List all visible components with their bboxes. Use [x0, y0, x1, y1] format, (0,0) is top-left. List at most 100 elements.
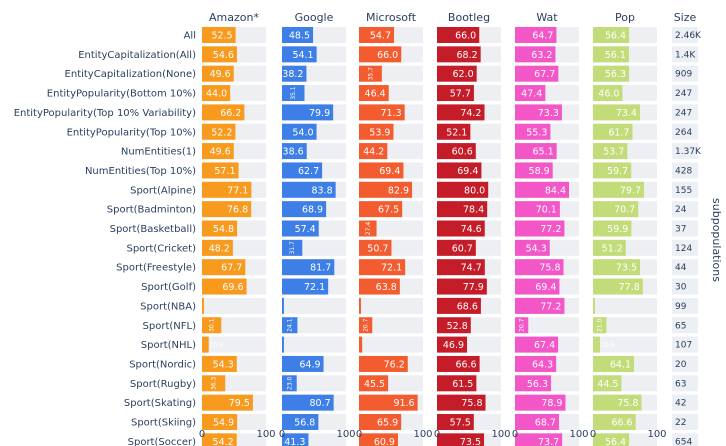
- bar-microsoft-sport-nfl: [359, 317, 373, 334]
- value-label: 62.7: [298, 166, 319, 177]
- panel-title-amazon: Amazon*: [209, 11, 259, 24]
- bar-microsoft-sport-skiing: [359, 414, 402, 430]
- size-cell: [672, 27, 698, 43]
- size-cell: [672, 162, 698, 179]
- row-labels-group: All EntityCapitalization(All) EntityCapita…: [14, 31, 196, 446]
- bar-pop-sport-golf: [593, 278, 643, 295]
- value-label: 49.6: [210, 69, 231, 80]
- bar-bootleg-sport-alpine: [437, 181, 489, 198]
- value-label: 66.6: [611, 418, 632, 429]
- value-label: 75.8: [461, 398, 482, 409]
- bar-pop-sport-nfl: [593, 317, 607, 334]
- value-label: 77.2: [540, 224, 561, 235]
- size-cell: [672, 433, 698, 446]
- value-label: 31.7: [289, 241, 296, 255]
- bar-amazon-sport-soccer: [202, 433, 237, 446]
- value-label: 52.5: [211, 31, 232, 42]
- bar-google-numentities-top-10: [282, 162, 323, 179]
- bar-pop-sport-basketball: [593, 220, 632, 237]
- row-label-numentities-1: NumEntities(1): [121, 147, 196, 158]
- bar-pop-sport-soccer: [593, 433, 630, 446]
- value-label: 48.2: [209, 243, 230, 254]
- bar-microsoft-entitypopularity-bottom-10: [359, 85, 389, 102]
- bar-google-entitypopularity-bottom-10: [282, 85, 305, 102]
- value-label: 74.7: [461, 263, 482, 274]
- row-label-sport-skiing: Sport(Skiing): [131, 418, 196, 429]
- value-label: 27.4: [365, 222, 372, 236]
- value-label: 44.0: [206, 89, 227, 100]
- value-label: 59.7: [607, 166, 628, 177]
- value-label: 55.3: [526, 127, 547, 138]
- size-cell: [672, 317, 698, 334]
- bar-google-sport-soccer: [282, 433, 309, 446]
- value-label: 56.8: [294, 418, 315, 429]
- row-label-entitypopularity-top-10-variability: EntityPopularity(Top 10% Variability): [14, 108, 196, 119]
- value-label: 60.6: [452, 147, 473, 158]
- x-tick-label: 0: [434, 429, 440, 440]
- panel-amazon: Amazon* 52.5 54.6 49.6 44.0 66.2 52.2 49.6 57.1 7…: [199, 11, 276, 446]
- bar-bootleg-sport-freestyle: [437, 259, 485, 276]
- value-label: 76.8: [227, 205, 248, 216]
- bar-pop-sport-skiing: [593, 414, 636, 430]
- bar-pop-sport-alpine: [593, 181, 645, 198]
- panel-google: Google 48.5 54.1 38.2 35.1 79.9 54.0 38.6 62.7 83…: [279, 11, 356, 446]
- size-value: 22: [675, 418, 686, 428]
- value-label: 73.3: [538, 108, 559, 119]
- bar-google-sport-freestyle: [282, 259, 335, 276]
- row-label-all: All: [184, 31, 196, 42]
- value-label: 69.4: [379, 166, 400, 177]
- value-label: 46.0: [598, 89, 619, 100]
- bar-microsoft-sport-nordic: [359, 355, 408, 372]
- row-label-sport-cricket: Sport(Cricket): [126, 243, 196, 254]
- value-label: 53.9: [369, 127, 390, 138]
- size-value: 1.4K: [675, 50, 696, 60]
- bar-microsoft-sport-cricket: [359, 239, 392, 256]
- bar-wat-sport-skiing: [515, 414, 559, 430]
- size-cell: [672, 297, 698, 314]
- value-label: 64.1: [610, 359, 631, 370]
- row-label-entitypopularity-bottom-10: EntityPopularity(Bottom 10%): [47, 89, 196, 100]
- bar-track: [593, 336, 657, 353]
- panels-group: Amazon* 52.5 54.6 49.6 44.0 66.2 52.2 49.6 57.1 7…: [199, 11, 667, 446]
- panel-title-google: Google: [295, 11, 334, 24]
- value-label: 91.6: [393, 398, 414, 409]
- bar-wat-sport-basketball: [515, 220, 565, 237]
- value-label: 69.6: [222, 282, 243, 293]
- bar-google-sport-badminton: [282, 201, 327, 218]
- size-value: 20: [675, 360, 687, 370]
- value-label: 68.7: [535, 418, 556, 429]
- bar-wat-sport-nhl: [515, 336, 559, 353]
- panel-title-pop: Pop: [615, 11, 635, 24]
- bar-microsoft-entitycapitalization-all: [359, 46, 402, 63]
- value-label: 56.3: [527, 379, 548, 390]
- bar-wat-sport-nordic: [515, 355, 557, 372]
- size-cell: [672, 85, 698, 102]
- bar-google-all: [282, 27, 314, 43]
- bar-wat-entitycapitalization-all: [515, 46, 556, 63]
- bar-google-sport-rugby: [282, 375, 297, 392]
- size-value: 2.46K: [675, 31, 702, 41]
- row-label-sport-nordic: Sport(Nordic): [129, 359, 196, 370]
- bar-wat-sport-badminton: [515, 201, 560, 218]
- value-label: 66.2: [220, 108, 241, 119]
- x-tick-label: 0: [199, 429, 205, 440]
- bar-track: [593, 317, 657, 334]
- value-label: 72.1: [381, 263, 402, 274]
- bar-google-sport-skating: [282, 394, 334, 411]
- bar-microsoft-sport-skating: [359, 394, 418, 411]
- x-tick-label: 100: [336, 429, 355, 440]
- row-label-sport-nfl: Sport(NFL): [143, 321, 197, 332]
- bar-microsoft-sport-nba: [359, 297, 361, 314]
- x-tick-label: 0: [512, 429, 518, 440]
- bar-track: [282, 297, 346, 314]
- row-label-entitypopularity-top-10: EntityPopularity(Top 10%): [67, 127, 196, 138]
- value-label: 67.5: [378, 205, 399, 216]
- row-label-sport-nba: Sport(NBA): [140, 301, 196, 312]
- value-label: 54.6: [213, 50, 234, 61]
- bar-microsoft-entitycapitalization-none: [359, 65, 382, 82]
- value-label: 46.9: [443, 340, 464, 351]
- value-label: 57.1: [214, 166, 235, 177]
- value-label: 72.1: [304, 282, 325, 293]
- bar-amazon-numentities-top-10: [202, 162, 239, 179]
